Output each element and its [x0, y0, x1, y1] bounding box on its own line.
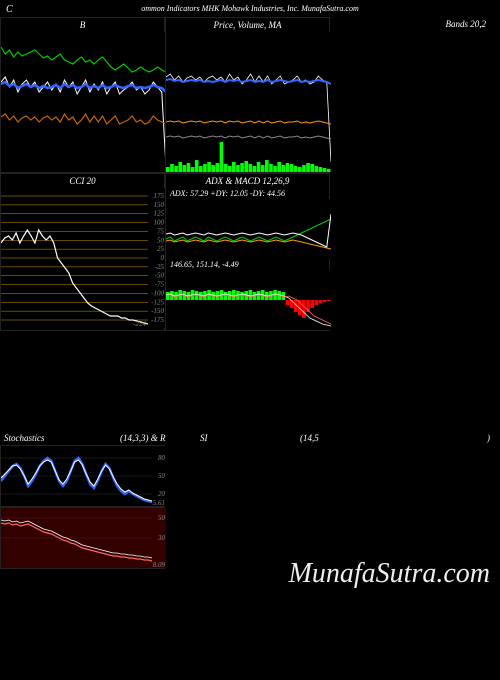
svg-text:8.09: 8.09 [153, 561, 166, 568]
row2-spacer [330, 173, 500, 331]
svg-text:80: 80 [158, 454, 166, 462]
svg-text:50: 50 [158, 514, 166, 522]
panel-price-title: Price, Volume, MA [166, 18, 329, 32]
mid-gap [0, 331, 500, 431]
panel-bollinger: B [0, 17, 165, 173]
chart-macd [166, 270, 331, 330]
svg-text:50: 50 [157, 236, 165, 244]
watermark: MunafaSutra.com [289, 558, 490, 590]
panel-bollinger-title: B [1, 18, 164, 32]
panel-adx-macd: ADX & MACD 12,26,9 ADX: 57.29 +DY: 12.05… [165, 173, 330, 331]
panel-price: Price, Volume, MA [165, 17, 330, 173]
stoch-p1: (14,3,3) & R [120, 433, 166, 443]
panel-stoch-top: 80 50 205.61 [0, 445, 165, 507]
svg-text:25: 25 [157, 245, 165, 253]
svg-text:-224: -224 [133, 320, 146, 328]
svg-text:50: 50 [158, 472, 166, 480]
panel-cci: CCI 20 1751501251007550250-25-50-75-100-… [0, 173, 165, 331]
bands-label: Bands 20,2 [326, 17, 496, 31]
svg-text:-100: -100 [151, 289, 164, 297]
panel-adx-title: ADX & MACD 12,26,9 [166, 174, 329, 188]
panel-stoch-bottom: 50 30 8.09 [0, 507, 165, 569]
chart-rsi: 50 30 8.09 [1, 508, 166, 568]
header-center: ommon Indicators MHK Mohawk Industries, … [141, 4, 359, 13]
macd-subheader: 146.65, 151.14, -4.49 [166, 259, 329, 270]
row-2: CCI 20 1751501251007550250-25-50-75-100-… [0, 173, 500, 331]
row-1: B Price, Volume, MA Bands 20,2 [0, 17, 500, 173]
svg-text:0: 0 [161, 254, 165, 262]
chart-bollinger [1, 32, 166, 172]
adx-subheader: ADX: 57.29 +DY: 12.05 -DY: 44.56 [166, 188, 329, 199]
stoch-p3: (14,5 [300, 433, 319, 443]
chart-stoch: 80 50 205.61 [1, 446, 166, 506]
chart-cci: 1751501251007550250-25-50-75-100-125-150… [1, 188, 166, 328]
svg-text:20: 20 [158, 490, 166, 498]
svg-text:30: 30 [157, 534, 166, 542]
svg-text:-150: -150 [151, 307, 164, 315]
svg-text:125: 125 [154, 210, 165, 218]
stoch-panels: 80 50 205.61 50 30 8.09 [0, 445, 165, 569]
svg-text:75: 75 [157, 227, 165, 235]
chart-price [166, 32, 331, 172]
row-stoch: 80 50 205.61 50 30 8.09 [0, 445, 500, 569]
panel-price-title-text: Price, Volume, MA [214, 20, 282, 30]
svg-text:-175: -175 [151, 316, 164, 324]
panel-cci-title: CCI 20 [1, 174, 164, 188]
chart-adx [166, 199, 331, 259]
page-header: C ommon Indicators MHK Mohawk Industries… [0, 0, 500, 17]
stoch-p2: SI [200, 433, 208, 443]
svg-text:5.61: 5.61 [153, 499, 165, 506]
svg-text:175: 175 [154, 192, 165, 200]
svg-text:100: 100 [154, 219, 165, 227]
svg-text:150: 150 [154, 201, 165, 209]
svg-text:-50: -50 [155, 272, 165, 280]
stoch-p4: ) [487, 433, 490, 443]
stoch-title: Stochastics [4, 433, 45, 443]
panel-bands-label: Bands 20,2 [330, 17, 500, 173]
svg-text:-75: -75 [155, 281, 165, 289]
stoch-header: Stochastics (14,3,3) & R SI (14,5 ) [0, 431, 500, 445]
svg-text:-25: -25 [155, 263, 165, 271]
svg-text:-125: -125 [151, 298, 164, 306]
header-left: C [6, 4, 13, 15]
